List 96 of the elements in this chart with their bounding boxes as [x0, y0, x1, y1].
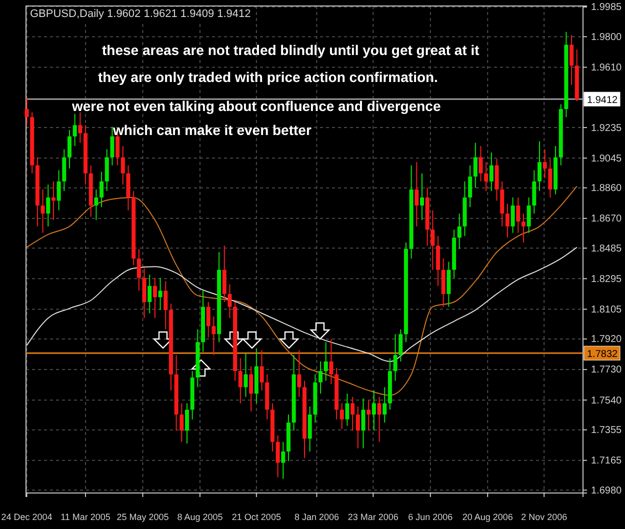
- annotation: were not even talking about confluence and divergence: [71, 98, 441, 114]
- candlestick: [345, 393, 350, 426]
- x-tick-label: 20 Aug 2006: [462, 512, 513, 522]
- candlestick: [78, 112, 82, 144]
- y-tick-label: 1.9800: [591, 32, 622, 43]
- candlestick: [510, 196, 515, 234]
- candlestick: [297, 350, 302, 398]
- ref-line-label: 1.9412: [587, 95, 618, 106]
- candlestick: [228, 284, 232, 319]
- candlestick: [377, 396, 382, 442]
- candlestick: [184, 402, 189, 444]
- y-tick-label: 1.8105: [591, 304, 622, 316]
- candlestick: [361, 398, 366, 449]
- y-tick-label: 1.9235: [591, 122, 622, 134]
- y-tick-label: 1.8670: [591, 214, 622, 225]
- candlestick: [249, 366, 254, 412]
- candlestick: [356, 406, 360, 449]
- candlestick: [324, 342, 328, 382]
- candlestick: [489, 152, 494, 192]
- candlestick: [260, 350, 264, 391]
- candlestick: [100, 171, 104, 208]
- x-tick-label: 6 Jun 2006: [408, 512, 453, 522]
- candlestick: [206, 301, 210, 338]
- x-tick-label: 21 Oct 2005: [232, 512, 281, 522]
- candlestick: [94, 188, 98, 220]
- candlestick: [468, 164, 472, 208]
- candlestick: [164, 280, 168, 330]
- y-tick-label: 1.8295: [591, 274, 622, 285]
- candlestick: [398, 328, 403, 362]
- candlestick: [152, 277, 157, 319]
- candlestick: [276, 434, 280, 478]
- line-series: [26, 186, 578, 396]
- y-tick-label: 1.9610: [591, 62, 622, 74]
- y-tick-label: 1.9045: [591, 153, 622, 164]
- candlestick: [110, 126, 114, 166]
- ref-line-label: 1.7832: [587, 349, 618, 360]
- candlestick: [414, 162, 419, 227]
- annotation: which can make it even better: [112, 122, 312, 138]
- y-tick-label: 1.7540: [591, 395, 622, 406]
- chart-title: GBPUSD,Daily 1.9602 1.9621 1.9409 1.9412: [30, 8, 251, 20]
- candlestick: [136, 248, 141, 292]
- candlestick: [393, 334, 398, 382]
- candlestick: [329, 338, 334, 384]
- candlestick: [238, 358, 242, 404]
- candlestick: [430, 210, 435, 270]
- candlestick: [420, 172, 424, 220]
- y-tick-label: 1.7730: [591, 364, 622, 376]
- candlestick: [526, 196, 531, 234]
- candlestick: [40, 188, 45, 234]
- candlestick: [212, 316, 216, 356]
- candlestick: [67, 129, 72, 170]
- candlestick: [148, 274, 152, 314]
- candlestick: [538, 140, 542, 192]
- candlestick: [372, 390, 376, 432]
- candlestick: [473, 142, 478, 188]
- x-tick-label: 8 Aug 2005: [177, 512, 223, 522]
- y-tick-label: 1.6980: [591, 485, 622, 496]
- candlestick: [180, 402, 184, 442]
- candlestick: [570, 34, 574, 86]
- candlestick: [478, 146, 483, 182]
- y-tick-label: 1.7165: [591, 456, 622, 467]
- candlestick: [366, 400, 371, 432]
- x-tick-label: 8 Jan 2006: [294, 512, 339, 522]
- x-tick-label: 23 Mar 2006: [348, 512, 398, 522]
- candlestick: [120, 146, 125, 186]
- candlestick: [521, 213, 526, 244]
- candlestick: [318, 360, 323, 394]
- candlestick: [548, 158, 552, 198]
- y-tick-label: 1.7920: [591, 334, 622, 346]
- candlestick: [350, 396, 355, 432]
- annotation: they are only traded with price action confirmation.: [98, 69, 438, 85]
- candlestick: [505, 203, 510, 238]
- candlestick: [46, 184, 50, 227]
- candlestick: [382, 386, 387, 424]
- candlestick: [542, 148, 547, 179]
- candlestick: [24, 97, 29, 126]
- x-tick-label: 2 Nov 2006: [521, 512, 568, 522]
- y-tick-label: 1.7355: [591, 425, 622, 436]
- candlestick: [484, 162, 488, 192]
- candlestick: [51, 180, 56, 220]
- y-tick-label: 1.9985: [591, 2, 622, 14]
- candlestick: [516, 196, 520, 234]
- x-tick-label: 11 Mar 2005: [60, 512, 110, 522]
- y-tick-label: 1.8860: [591, 183, 622, 194]
- x-tick-label: 24 Dec 2004: [1, 512, 52, 522]
- candlestick: [457, 213, 462, 250]
- x-tick-label: 25 May 2005: [116, 512, 169, 522]
- candlestick: [158, 277, 162, 311]
- candlestick: [340, 402, 344, 430]
- candlestick: [56, 170, 61, 211]
- candlestick: [244, 352, 248, 398]
- line-series: [26, 246, 578, 362]
- candlestick: [72, 113, 77, 147]
- annotation: these areas are not traded blindly until you get great at it: [102, 42, 480, 58]
- candlestick: [281, 441, 286, 480]
- y-tick-label: 1.8485: [591, 243, 622, 254]
